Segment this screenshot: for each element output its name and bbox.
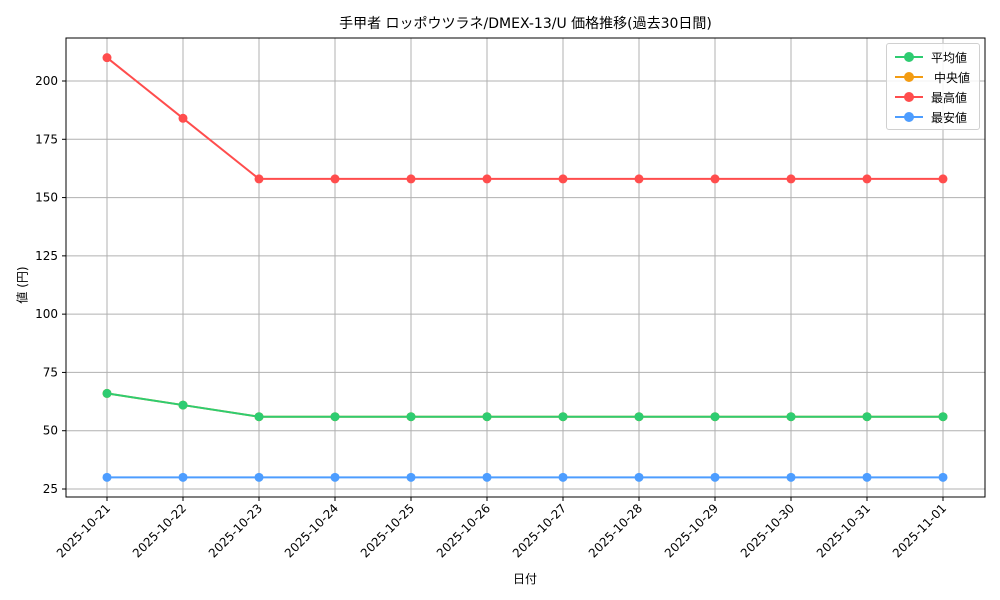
x-tick-label: 2025-11-01	[890, 501, 949, 560]
data-point-marker	[102, 388, 112, 398]
y-tick-label: 150	[35, 191, 58, 205]
data-point-marker	[786, 412, 796, 422]
data-point-marker	[938, 472, 948, 482]
data-point-marker	[406, 472, 416, 482]
marker-dot-icon	[904, 92, 914, 102]
legend-item-average: 平均値	[887, 47, 979, 67]
marker-dot-icon	[904, 112, 914, 122]
marker-dot-icon	[904, 52, 914, 62]
data-point-marker	[938, 412, 948, 422]
data-point-marker	[862, 472, 872, 482]
data-point-marker	[482, 412, 492, 422]
data-point-marker	[634, 174, 644, 184]
data-point-marker	[254, 174, 264, 184]
data-point-marker	[254, 472, 264, 482]
data-point-marker	[558, 412, 568, 422]
legend-label: 最安値	[931, 111, 968, 125]
x-tick-label: 2025-10-23	[206, 501, 265, 560]
y-tick-label: 200	[35, 74, 58, 88]
y-tick-label: 125	[35, 249, 58, 263]
y-tick-label: 25	[43, 482, 58, 496]
marker-dot-icon	[904, 72, 914, 82]
y-axis-label: 値 (円)	[15, 266, 30, 304]
data-point-marker	[178, 400, 188, 410]
y-tick-label: 100	[35, 307, 58, 321]
data-point-marker	[786, 174, 796, 184]
data-point-marker	[710, 412, 720, 422]
legend: 平均値 中央値 最高値 最安値	[886, 43, 980, 130]
data-point-marker	[330, 174, 340, 184]
y-tick-label: 50	[43, 424, 58, 438]
data-point-marker	[102, 472, 112, 482]
chart-title: 手甲者 ロッポウツラネ/DMEX-13/U 価格推移(過去30日間)	[339, 16, 712, 32]
data-point-marker	[786, 472, 796, 482]
legend-item-max: 最高値	[887, 87, 979, 107]
x-tick-label: 2025-10-25	[358, 501, 417, 560]
data-point-marker	[482, 472, 492, 482]
data-point-marker	[862, 174, 872, 184]
x-tick-label: 2025-10-26	[434, 501, 493, 560]
legend-label: 中央値	[934, 71, 971, 85]
x-tick-label: 2025-10-22	[130, 501, 189, 560]
data-point-marker	[938, 174, 948, 184]
data-point-marker	[330, 412, 340, 422]
x-tick-label: 2025-10-30	[738, 501, 797, 560]
legend-label: 最高値	[931, 91, 968, 105]
x-tick-label: 2025-10-28	[586, 501, 645, 560]
x-tick-label: 2025-10-21	[54, 501, 113, 560]
series-line	[106, 392, 943, 418]
data-point-marker	[710, 472, 720, 482]
series-line	[106, 56, 943, 180]
x-tick-label: 2025-10-27	[510, 501, 569, 560]
y-tick-label: 175	[35, 132, 58, 146]
data-point-marker	[406, 412, 416, 422]
x-axis-label: 日付	[512, 572, 537, 586]
legend-item-min: 最安値	[887, 107, 979, 127]
data-point-marker	[406, 174, 416, 184]
y-tick-label: 75	[43, 365, 58, 379]
data-point-marker	[558, 174, 568, 184]
data-point-marker	[254, 412, 264, 422]
legend-item-median: 中央値	[887, 67, 979, 87]
data-point-marker	[330, 472, 340, 482]
data-point-marker	[558, 472, 568, 482]
x-tick-label: 2025-10-31	[814, 501, 873, 560]
data-point-marker	[634, 472, 644, 482]
data-point-marker	[178, 113, 188, 123]
data-point-marker	[862, 412, 872, 422]
data-point-marker	[178, 472, 188, 482]
data-point-marker	[482, 174, 492, 184]
data-point-marker	[634, 412, 644, 422]
data-point-marker	[710, 174, 720, 184]
x-tick-label: 2025-10-24	[282, 501, 341, 560]
legend-label: 平均値	[931, 51, 968, 65]
axes-frame	[65, 37, 986, 498]
data-point-marker	[102, 53, 112, 63]
x-tick-label: 2025-10-29	[662, 501, 721, 560]
